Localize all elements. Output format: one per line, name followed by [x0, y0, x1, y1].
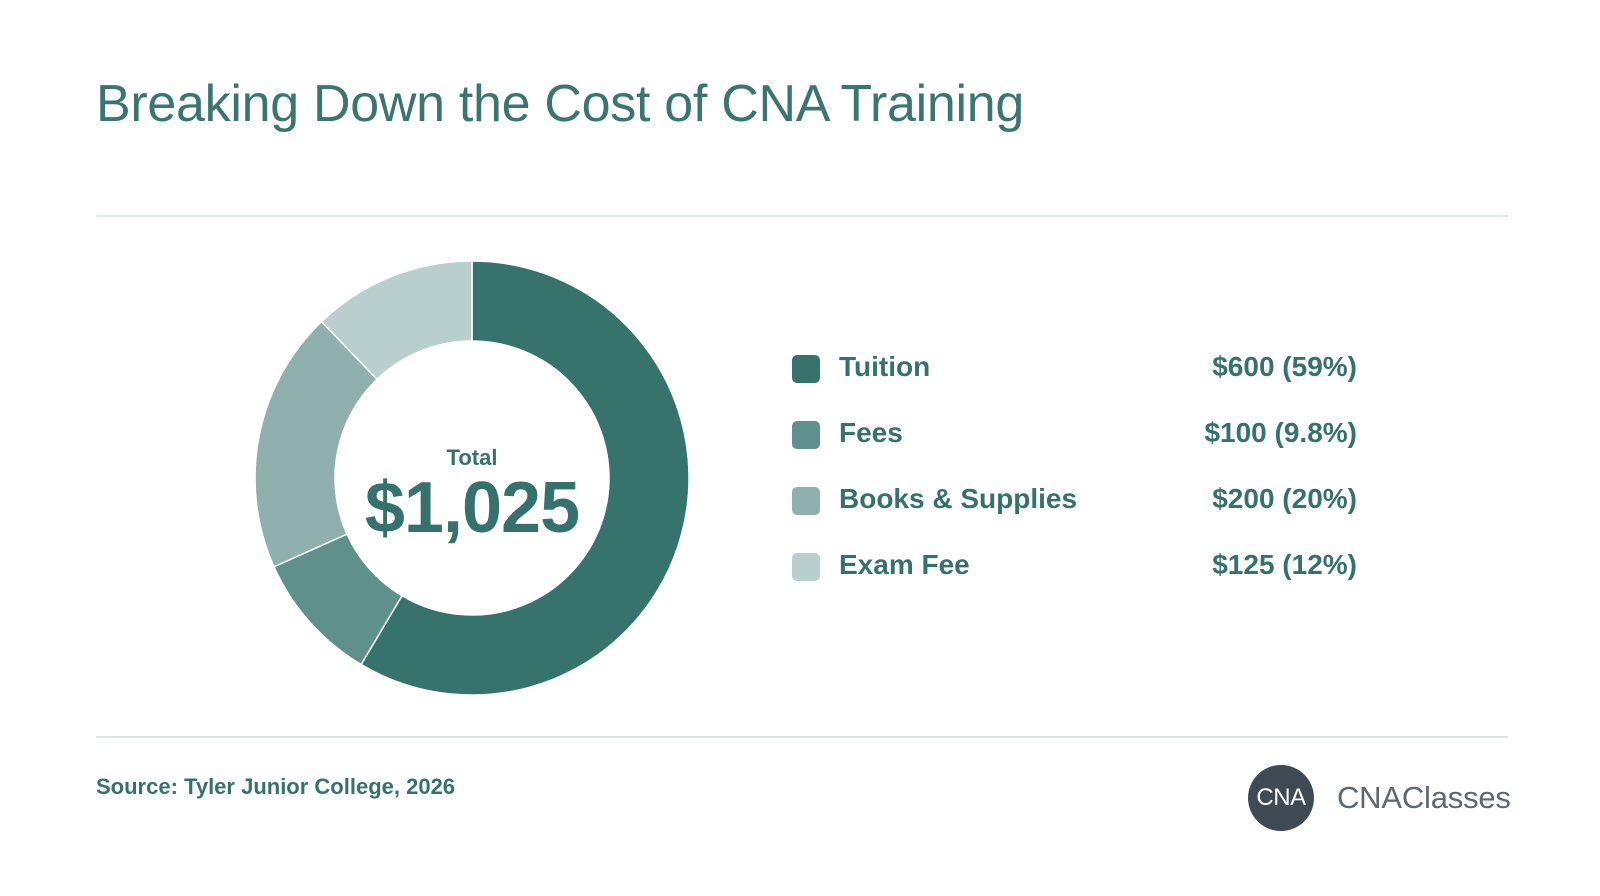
donut-slice-exam-fee — [320, 260, 473, 381]
donut-slice-tuition — [360, 260, 690, 696]
legend-label: Fees — [839, 417, 903, 448]
legend-item-books-supplies: Books & Supplies $200 (20%) — [792, 477, 1357, 543]
center-total-label: Total — [446, 445, 498, 470]
center-total-value: $1,025 — [364, 468, 580, 548]
legend-value: $125 (12%) — [1212, 549, 1357, 580]
donut-svg — [254, 260, 690, 696]
source-note: Source: Tyler Junior College, 2026 — [96, 774, 456, 799]
logo-badge: CNA — [1248, 765, 1314, 831]
legend-swatch — [792, 553, 820, 581]
legend-swatch — [792, 421, 820, 449]
legend-item-fees: Fees $100 (9.8%) — [792, 411, 1357, 477]
legend-swatch — [792, 355, 820, 383]
chart-title: Breaking Down the Cost of CNA Training — [96, 75, 1024, 133]
legend-value: $600 (59%) — [1212, 351, 1357, 382]
legend-value: $200 (20%) — [1212, 483, 1357, 514]
legend-label: Exam Fee — [839, 549, 970, 580]
legend-item-exam-fee: Exam Fee $125 (12%) — [792, 543, 1357, 609]
legend-label: Books & Supplies — [839, 483, 1078, 514]
donut-chart: Total $1,025 — [249, 255, 695, 701]
legend-swatch — [792, 487, 820, 515]
top-divider — [96, 215, 1508, 217]
legend-value: $100 (9.8%) — [1204, 417, 1357, 448]
legend: Tuition $600 (59%) Fees $100 (9.8%) Book… — [792, 345, 1357, 609]
legend-item-tuition: Tuition $600 (59%) — [792, 345, 1357, 411]
logo-wordmark: CNAClasses — [1337, 780, 1511, 815]
bottom-divider — [96, 736, 1508, 738]
legend-label: Tuition — [839, 351, 931, 382]
